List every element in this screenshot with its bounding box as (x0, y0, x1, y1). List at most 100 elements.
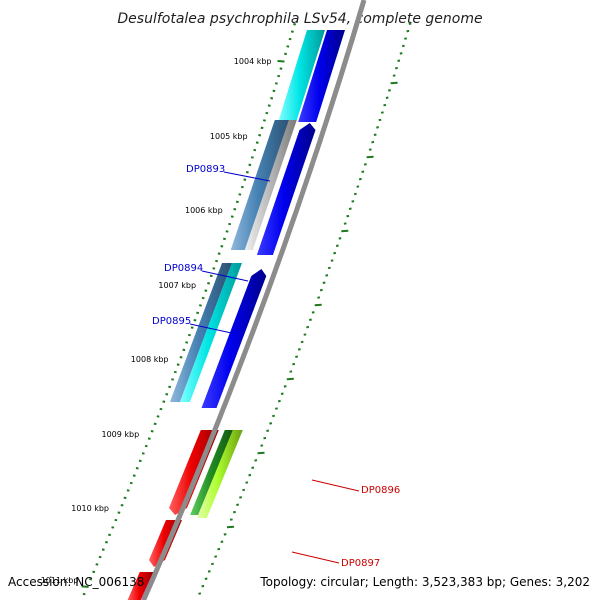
inner-tick-mark (239, 496, 242, 499)
gene-block-red-3 (127, 572, 154, 600)
inner-tick-mark (263, 436, 267, 440)
outer-tick-mark (179, 356, 183, 359)
outer-tick-mark (165, 393, 169, 396)
outer-tick-mark (267, 104, 271, 107)
tick-label: 1009 kbp (101, 430, 139, 439)
gene-leader-line (189, 323, 237, 335)
outer-tick-mark (277, 60, 285, 63)
tick-label: 1011 kbp (41, 576, 79, 585)
inner-tick-mark (223, 533, 227, 536)
outer-tick-mark (284, 52, 287, 56)
inner-tick-mark (404, 37, 407, 40)
gene-block-blue-2 (256, 123, 316, 255)
gene-label-dp0896: DP0896 (361, 485, 400, 496)
inner-tick-mark (309, 318, 312, 321)
outer-tick-mark (135, 467, 139, 470)
inner-tick-mark (295, 355, 298, 358)
inner-tick-mark (353, 192, 357, 196)
outer-tick-ring (81, 23, 296, 596)
gene-leader-line (223, 171, 271, 182)
inner-tick-mark (366, 155, 374, 159)
inner-tick-mark (211, 562, 214, 566)
outer-tick-mark (240, 185, 244, 189)
inner-tick-mark (300, 340, 304, 344)
inner-tick-mark (343, 222, 347, 225)
tick-label-group: 1004 kbp 1005 kbp 1006 kbp 1007 kbp 1008 kbp… (41, 57, 272, 585)
inner-tick-mark (277, 399, 281, 403)
inner-tick-mark (220, 540, 224, 543)
outer-tick-mark (89, 578, 92, 581)
inner-tick-mark (319, 288, 323, 292)
outer-tick-mark (173, 370, 177, 374)
outer-tick-mark (212, 267, 216, 270)
outer-tick-mark (220, 245, 224, 248)
outer-tick-mark (129, 481, 133, 485)
inner-tick-mark (226, 525, 235, 529)
gene-leader-line (201, 270, 249, 282)
inner-tick-mark (260, 444, 264, 447)
gene-label-group: DP0893 DP0894 DP0895 DP0896 DP0897 (152, 164, 400, 569)
inner-tick-mark (245, 481, 249, 484)
outer-tick-mark (199, 304, 202, 307)
inner-tick-mark (406, 29, 410, 33)
inner-tick-mark (303, 333, 307, 336)
outer-tick-mark (207, 282, 210, 285)
inner-tick-mark (408, 22, 412, 25)
outer-tick-mark (193, 319, 197, 322)
outer-tick-mark (190, 326, 194, 329)
outer-tick-mark (253, 148, 257, 152)
inner-tick-mark (371, 140, 375, 144)
outer-tick-mark (126, 489, 130, 492)
outer-tick-mark (277, 74, 281, 78)
inner-tick-mark (390, 81, 398, 85)
inner-tick-mark (395, 66, 398, 70)
outer-tick-mark (123, 496, 127, 500)
outer-tick-mark (162, 400, 166, 403)
outer-tick-mark (255, 141, 259, 144)
outer-tick-mark (182, 348, 186, 352)
inner-tick-mark (269, 422, 273, 425)
tick-label: 1006 kbp (185, 206, 223, 215)
tick-label: 1010 kbp (71, 504, 109, 513)
inner-tick-mark (356, 185, 360, 188)
gene-block-lime-1 (196, 430, 243, 518)
outer-tick-mark (209, 274, 213, 278)
inner-tick-mark (257, 451, 265, 455)
tick-label: 1005 kbp (210, 132, 248, 141)
inner-tick-mark (351, 200, 355, 203)
outer-tick-mark (233, 208, 237, 211)
outer-tick-mark (111, 526, 115, 529)
outer-tick-mark (132, 474, 136, 477)
inner-tick-mark (399, 52, 403, 55)
inner-tick-mark (397, 59, 401, 62)
outer-tick-mark (105, 541, 108, 544)
gene-label-dp0893: DP0893 (186, 164, 225, 175)
outer-tick-mark (288, 37, 292, 41)
inner-tick-mark (275, 407, 278, 410)
inner-tick-mark (248, 473, 252, 477)
inner-tick-mark (251, 466, 255, 469)
outer-tick-mark (156, 415, 160, 418)
inner-tick-mark (201, 584, 205, 588)
outer-tick-mark (141, 452, 145, 455)
inner-tick-mark (368, 148, 372, 151)
outer-tick-mark (81, 585, 89, 588)
gene-block-steel-2 (169, 263, 232, 402)
outer-tick-mark (245, 171, 249, 174)
outer-tick-mark (274, 82, 278, 85)
outer-tick-mark (286, 45, 290, 48)
outer-tick-mark (250, 156, 254, 159)
inner-tick-mark (217, 547, 221, 551)
outer-tick-mark (279, 67, 283, 70)
inner-tick-mark (346, 214, 350, 218)
gene-label-dp0897: DP0897 (341, 558, 380, 569)
accession-text: Accession: NC_006138 (8, 575, 144, 589)
outer-tick-mark (272, 89, 276, 93)
inner-tick-mark (378, 118, 382, 122)
gene-block-gray-1 (244, 120, 297, 250)
outer-tick-mark (120, 504, 124, 507)
inner-tick-mark (289, 370, 293, 373)
outer-tick-mark (265, 111, 269, 115)
outer-tick-mark (159, 407, 163, 411)
outer-tick-mark (270, 97, 274, 100)
